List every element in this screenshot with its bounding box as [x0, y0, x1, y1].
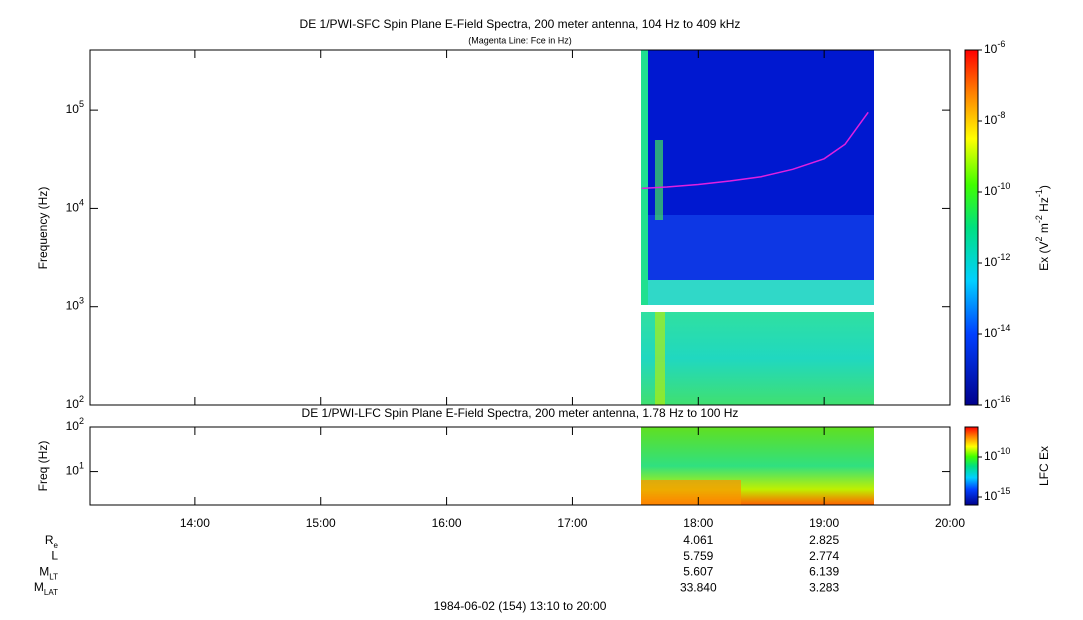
colorbar-tick-label: 10-10: [984, 181, 1010, 198]
colorbar-tick-label: 10-16: [984, 394, 1010, 411]
ephemeris-value: 6.139: [809, 565, 839, 579]
x-tick-label: 17:00: [557, 516, 587, 530]
colorbar-tick-label: 10: [984, 184, 998, 198]
colorbar-tick-label: 10-6: [984, 39, 1005, 56]
ephemeris-label: R: [45, 533, 54, 547]
x-tick-label: 20:00: [935, 516, 965, 530]
plot-frame: [89, 49, 951, 406]
colorbar-tick-label: -8: [997, 110, 1005, 120]
y-tick-label: 4: [79, 198, 84, 208]
y-tick-label: 10: [66, 464, 80, 478]
colorbar-tick-label: 10-8: [984, 110, 1005, 127]
y-axis-label: Frequency (Hz): [36, 187, 50, 270]
y-tick-label: 10: [66, 419, 80, 433]
colorbar-tick-label: 10: [984, 255, 998, 269]
y-tick-label: 102: [66, 394, 84, 411]
ephemeris-label: L: [51, 549, 58, 563]
colorbar-tick-label: 10: [984, 42, 998, 56]
ephemeris-value: 5.759: [683, 549, 713, 563]
ephemeris-label: M: [34, 580, 44, 594]
y-tick-label: 2: [79, 394, 84, 404]
colorbar: [964, 49, 979, 406]
y-tick-label: 105: [66, 100, 84, 117]
ephemeris-label: LT: [49, 572, 58, 581]
title: DE 1/PWI-LFC Spin Plane E-Field Spectra,…: [302, 406, 739, 420]
colorbar-label: Ex (V2 m-2 Hz-1): [1034, 185, 1051, 271]
ephemeris-label: LAT: [44, 588, 58, 597]
ephemeris-value: 5.607: [683, 565, 713, 579]
ephemeris-value: 2.774: [809, 549, 839, 563]
ephemeris-label: M: [39, 565, 49, 579]
x-tick-label: 19:00: [809, 516, 839, 530]
y-tick-label: 103: [66, 296, 84, 313]
spectrogram-image: [641, 50, 874, 505]
y-tick-label: 104: [66, 198, 84, 215]
colorbar-tick-label: -12: [997, 252, 1010, 262]
colorbar-tick-label: 10-14: [984, 323, 1010, 340]
colorbar-tick-label: 10-15: [984, 486, 1010, 503]
x-tick-label: 14:00: [180, 516, 210, 530]
colorbar-tick-label: 10: [984, 489, 998, 503]
x-tick-label: 16:00: [432, 516, 462, 530]
colorbar-label: LFC Ex: [1037, 446, 1051, 486]
colorbar-tick-label: 10: [984, 113, 998, 127]
colorbar-tick-label: -10: [997, 446, 1010, 456]
y-tick-label: 2: [79, 416, 84, 426]
colorbar-tick-label: -10: [997, 181, 1010, 191]
y-tick-label: 10: [66, 397, 80, 411]
ephemeris-value: 3.283: [809, 580, 839, 594]
colorbar-tick-label: -16: [997, 394, 1010, 404]
colorbar-tick-label: 10-10: [984, 446, 1010, 463]
plot-frame: [89, 426, 951, 506]
colorbar: [964, 426, 979, 506]
ephemeris-label: MLT: [39, 565, 58, 581]
title: DE 1/PWI-SFC Spin Plane E-Field Spectra,…: [300, 17, 741, 31]
colorbar-tick-label: 10: [984, 449, 998, 463]
y-tick-label: 10: [66, 102, 80, 116]
fce-line: [641, 111, 869, 190]
ephemeris-label: e: [54, 541, 59, 550]
colorbar-tick-label: -6: [997, 39, 1005, 49]
x-tick-label: 18:00: [683, 516, 713, 530]
ephemeris-label: MLAT: [34, 580, 58, 596]
y-tick-label: 102: [66, 416, 84, 433]
ephemeris-value: 2.825: [809, 533, 839, 547]
y-tick-label: 3: [79, 296, 84, 306]
y-tick-label: 101: [66, 461, 84, 478]
x-tick-label: 15:00: [306, 516, 336, 530]
footer: 1984-06-02 (154) 13:10 to 20:00: [434, 599, 607, 613]
y-tick-label: 10: [66, 201, 80, 215]
y-tick-label: 10: [66, 299, 80, 313]
ephemeris-label: Re: [45, 533, 59, 549]
colorbar-tick-label: 10: [984, 397, 998, 411]
y-tick-label: 1: [79, 461, 84, 471]
ephemeris-label: L: [51, 549, 58, 563]
colorbar-tick-label: 10-12: [984, 252, 1010, 269]
colorbar-tick-label: -14: [997, 323, 1010, 333]
ephemeris-value: 33.840: [680, 580, 717, 594]
ephemeris-value: 4.061: [683, 533, 713, 547]
colorbar-tick-label: 10: [984, 326, 998, 340]
y-tick-label: 5: [79, 100, 84, 110]
subtitle: (Magenta Line: Fce in Hz): [468, 35, 572, 45]
colorbar-tick-label: -15: [997, 486, 1010, 496]
y-axis-label: Freq (Hz): [36, 441, 50, 492]
